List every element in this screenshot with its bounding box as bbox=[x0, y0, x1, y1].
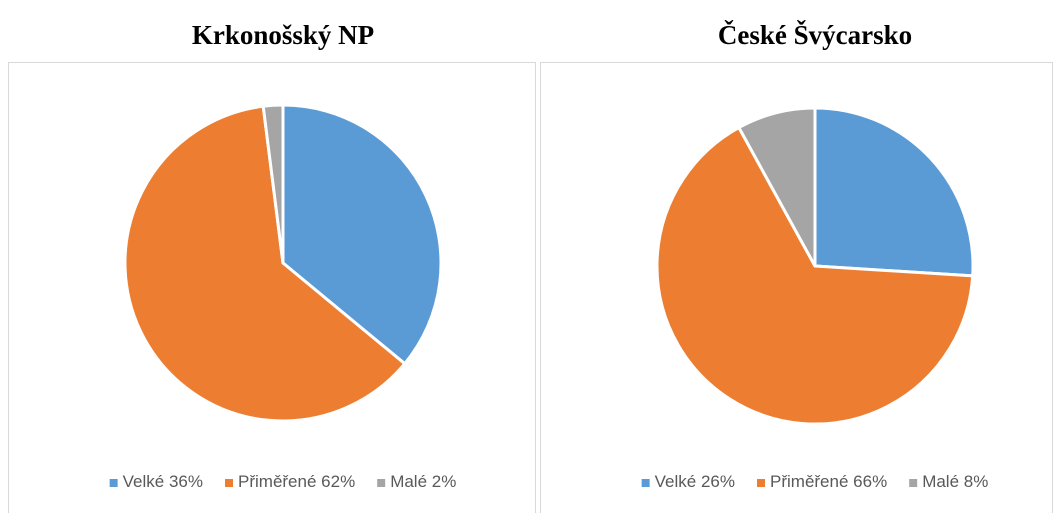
pie-slice bbox=[281, 103, 443, 366]
legend-value: 66% bbox=[853, 472, 887, 491]
legend-category: Velké bbox=[655, 472, 697, 491]
legend-value: 62% bbox=[321, 472, 355, 491]
pie-slice bbox=[655, 126, 975, 426]
legend: Velké 26% Přiměřené 66% Malé 8% bbox=[641, 472, 988, 491]
legend-category: Malé bbox=[922, 472, 959, 491]
legend-category: Malé bbox=[390, 472, 427, 491]
chart-title: České Švýcarsko bbox=[718, 20, 912, 50]
legend-swatch bbox=[225, 479, 233, 487]
legend: Velké 36% Přiměřené 62% Malé 2% bbox=[109, 472, 456, 491]
panel bbox=[8, 62, 536, 513]
legend-value: 36% bbox=[169, 472, 203, 491]
legend-value: 26% bbox=[701, 472, 735, 491]
legend-label: Velké 36% bbox=[123, 472, 203, 491]
legend-label: Malé 2% bbox=[390, 472, 456, 491]
legend-swatch bbox=[109, 479, 118, 487]
legend-swatch bbox=[909, 479, 918, 487]
legend-category: Velké bbox=[123, 472, 165, 491]
legend-category: Přiměřené bbox=[770, 472, 848, 491]
legend-swatch bbox=[757, 479, 765, 487]
legend-label: Přiměřené 66% bbox=[770, 472, 887, 491]
panel bbox=[540, 62, 1053, 513]
legend-label: Přiměřené 62% bbox=[238, 472, 355, 491]
chart-title: Krkonošský NP bbox=[192, 20, 374, 50]
legend-value: 8% bbox=[964, 472, 989, 491]
pie-slice bbox=[123, 104, 407, 423]
legend-swatch bbox=[377, 479, 386, 487]
legend-label: Velké 26% bbox=[655, 472, 735, 491]
pie-slice bbox=[261, 103, 285, 265]
legend-swatch bbox=[641, 479, 650, 487]
pie-slice bbox=[813, 106, 975, 278]
legend-label: Malé 8% bbox=[922, 472, 988, 491]
legend-value: 2% bbox=[432, 472, 457, 491]
pie-slice bbox=[737, 106, 817, 268]
legend-category: Přiměřené bbox=[238, 472, 316, 491]
